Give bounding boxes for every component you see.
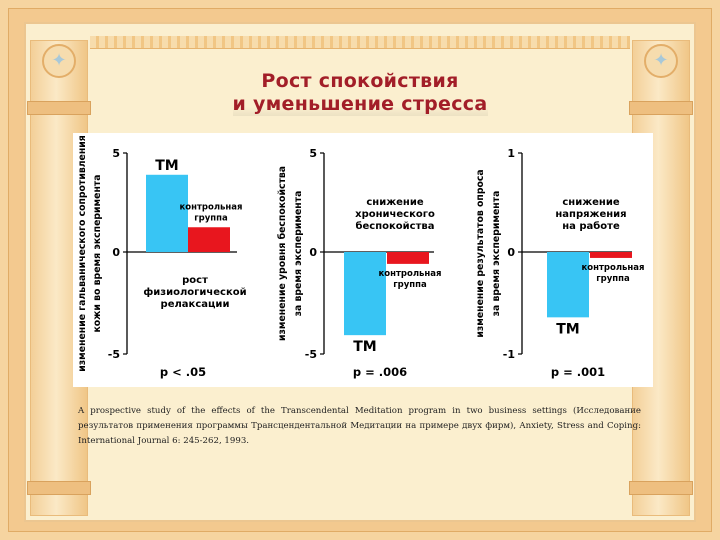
y-tick-label: 1 <box>507 147 515 160</box>
y-tick-label: 5 <box>309 147 317 160</box>
title-line-2: и уменьшение стресса <box>232 93 488 116</box>
pillar-capital <box>27 101 91 115</box>
bar-label-control: группа <box>393 280 427 290</box>
title-line-1: Рост спокойствия <box>261 70 459 92</box>
p-value-label: p = .001 <box>551 365 605 379</box>
pillar-capital <box>629 101 693 115</box>
p-value-label: p = .006 <box>353 365 407 379</box>
source-caption: A prospective study of the effects of th… <box>78 406 641 446</box>
chart-annotation: хронического <box>355 209 435 220</box>
bar-tm <box>344 252 386 336</box>
y-tick-label: -1 <box>503 348 515 361</box>
y-axis-label: изменение гальванического сопротивления <box>77 135 88 372</box>
chart-annotation: напряжения <box>555 209 626 220</box>
rosette-icon: ✦ <box>644 44 678 78</box>
pillar-base <box>629 481 693 495</box>
bar-label-control: контрольная <box>379 269 442 279</box>
bar-label-control: группа <box>596 274 630 284</box>
bar-tm <box>547 252 589 318</box>
chart-annotation: беспокойства <box>356 220 435 232</box>
y-tick-label: -5 <box>305 348 317 361</box>
chart-annotation: снижение <box>366 197 423 208</box>
bar-control <box>188 227 230 252</box>
bar-control <box>590 252 632 258</box>
bar-tm <box>146 174 188 252</box>
bar-label-control: контрольная <box>582 263 645 273</box>
y-axis-label: изменение уровня беспокойства <box>277 166 288 341</box>
bar-label-tm: TM <box>353 339 376 355</box>
slide-title: Рост спокойствия и уменьшение стресса <box>100 70 620 116</box>
y-tick-label: 5 <box>112 147 120 160</box>
bar-label-tm: TM <box>155 158 178 174</box>
p-value-label: p < .05 <box>160 365 206 379</box>
y-axis-label: кожи во время эксперимента <box>92 174 103 332</box>
chart-annotation: физиологической <box>143 286 246 298</box>
decorative-frieze <box>90 36 630 49</box>
bar-label-tm: TM <box>556 321 579 337</box>
y-tick-label: 0 <box>309 246 317 259</box>
bar-label-control: группа <box>194 213 228 223</box>
y-axis-label: за время эксперимента <box>293 191 304 317</box>
y-tick-label: 0 <box>507 246 515 259</box>
chart-annotation: снижение <box>562 197 619 208</box>
y-tick-label: -5 <box>108 348 120 361</box>
y-axis-label: за время эксперимента <box>491 191 502 317</box>
rosette-icon: ✦ <box>42 44 76 78</box>
bar-control <box>387 252 429 264</box>
y-axis-label: изменение результатов опроса <box>475 169 486 337</box>
chart-annotation: рост <box>182 275 208 286</box>
pillar-base <box>27 481 91 495</box>
charts-svg: 5 0 -5 изменение гальванического сопротивле… <box>77 135 645 379</box>
bar-label-control: контрольная <box>180 202 243 212</box>
chart-panel: 5 0 -5 изменение гальванического сопротивле… <box>73 133 653 387</box>
y-tick-label: 0 <box>112 246 120 259</box>
chart-annotation: релаксации <box>161 299 230 310</box>
chart-annotation: на работе <box>562 220 620 232</box>
